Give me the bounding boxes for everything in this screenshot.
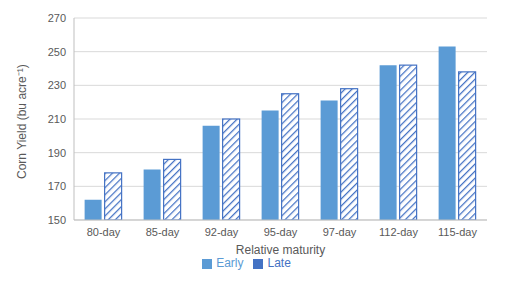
- svg-text:150: 150: [48, 214, 66, 226]
- html-text:Early: Early: [216, 256, 244, 270]
- svg-text:97-day: 97-day: [323, 226, 357, 238]
- svg-text:95-day: 95-day: [264, 226, 298, 238]
- svg-text:85-day: 85-day: [146, 226, 180, 238]
- html-text:Late: Late: [267, 256, 291, 270]
- svg-text:230: 230: [48, 79, 66, 91]
- svg-text:170: 170: [48, 180, 66, 192]
- svg-text:112-day: 112-day: [379, 226, 418, 238]
- svg-text:270: 270: [48, 12, 66, 24]
- svg-text:80-day: 80-day: [87, 226, 121, 238]
- svg-text:190: 190: [48, 147, 66, 159]
- svg-text:Corn Yield (bu acre⁻¹): Corn Yield (bu acre⁻¹): [15, 64, 29, 179]
- svg-text:210: 210: [48, 113, 66, 125]
- svg-text:115-day: 115-day: [438, 226, 477, 238]
- svg-text:Relative maturity: Relative maturity: [236, 243, 325, 257]
- svg-text:250: 250: [48, 46, 66, 58]
- svg-text:92-day: 92-day: [205, 226, 239, 238]
